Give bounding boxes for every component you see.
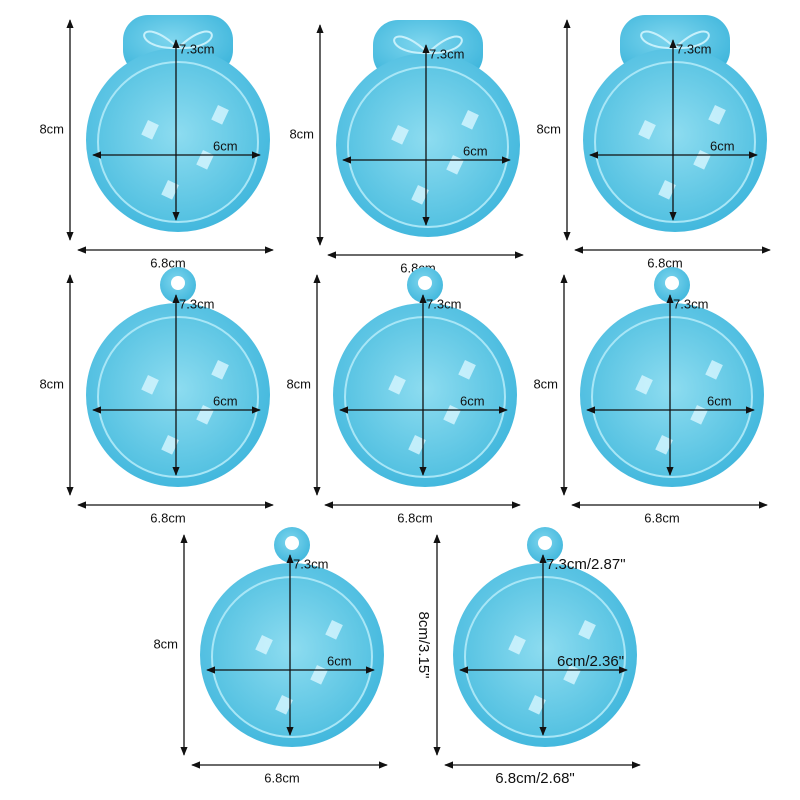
mold: 8cm 6.8cm 7.3cm 6cm: [153, 527, 388, 785]
holo-flake: [708, 105, 726, 125]
holo-flake: [391, 125, 409, 145]
mold: 8cm 6.8cm 7.3cm 6cm: [533, 267, 768, 525]
mold-hole: [418, 276, 432, 290]
width-label: 6.8cm: [150, 510, 185, 525]
mold: 8cm 6.8cm 7.3cm 6cm: [286, 267, 521, 525]
inner-width-label: 6cm: [463, 143, 488, 158]
inner-width-label: 6cm: [327, 653, 352, 668]
holo-flake: [578, 620, 596, 640]
holo-flake: [255, 635, 273, 655]
height-label: 8cm: [39, 376, 64, 391]
inner-height-label: 7.3cm: [426, 296, 461, 311]
inner-width-label: 6cm: [707, 393, 732, 408]
height-label: 8cm/3.15": [415, 611, 432, 678]
holo-flake: [635, 375, 653, 395]
inner-height-label: 7.3cm: [179, 296, 214, 311]
mold-hole: [171, 276, 185, 290]
mold: 8cm/3.15" 6.8cm/2.68" 7.3cm/2.87" 6cm/2.36": [415, 527, 641, 787]
inner-width-label: 6cm: [460, 393, 485, 408]
mold: 8cm 6.8cm 7.3cm 6cm: [39, 15, 274, 270]
holo-flake: [508, 635, 526, 655]
width-label: 6.8cm/2.68": [495, 770, 575, 787]
mold-hole: [285, 536, 299, 550]
inner-height-label: 7.3cm/2.87": [546, 556, 626, 573]
holo-flake: [141, 375, 159, 395]
inner-width-label: 6cm/2.36": [557, 653, 624, 670]
height-label: 8cm: [533, 376, 558, 391]
inner-height-label: 7.3cm: [429, 46, 464, 61]
inner-width-label: 6cm: [213, 138, 238, 153]
inner-width-label: 6cm: [710, 138, 735, 153]
width-label: 6.8cm: [647, 255, 682, 270]
holo-flake: [458, 360, 476, 380]
inner-width-label: 6cm: [213, 393, 238, 408]
inner-height-label: 7.3cm: [676, 41, 711, 56]
holo-flake: [638, 120, 656, 140]
mold-hole: [665, 276, 679, 290]
inner-height-label: 7.3cm: [293, 556, 328, 571]
holo-flake: [211, 360, 229, 380]
holo-flake: [388, 375, 406, 395]
holo-flake: [705, 360, 723, 380]
mold: 8cm 6.8cm 7.3cm 6cm: [536, 15, 771, 270]
holo-flake: [461, 110, 479, 130]
height-label: 8cm: [153, 636, 178, 651]
width-label: 6.8cm: [150, 255, 185, 270]
inner-height-label: 7.3cm: [673, 296, 708, 311]
height-label: 8cm: [39, 121, 64, 136]
height-label: 8cm: [286, 376, 311, 391]
holo-flake: [211, 105, 229, 125]
holo-flake: [141, 120, 159, 140]
width-label: 6.8cm: [644, 510, 679, 525]
mold: 8cm 6.8cm 7.3cm 6cm: [39, 267, 274, 525]
width-label: 6.8cm: [397, 510, 432, 525]
height-label: 8cm: [289, 126, 314, 141]
mold-hole: [538, 536, 552, 550]
holo-flake: [325, 620, 343, 640]
height-label: 8cm: [536, 121, 561, 136]
inner-height-label: 7.3cm: [179, 41, 214, 56]
width-label: 6.8cm: [264, 770, 299, 785]
